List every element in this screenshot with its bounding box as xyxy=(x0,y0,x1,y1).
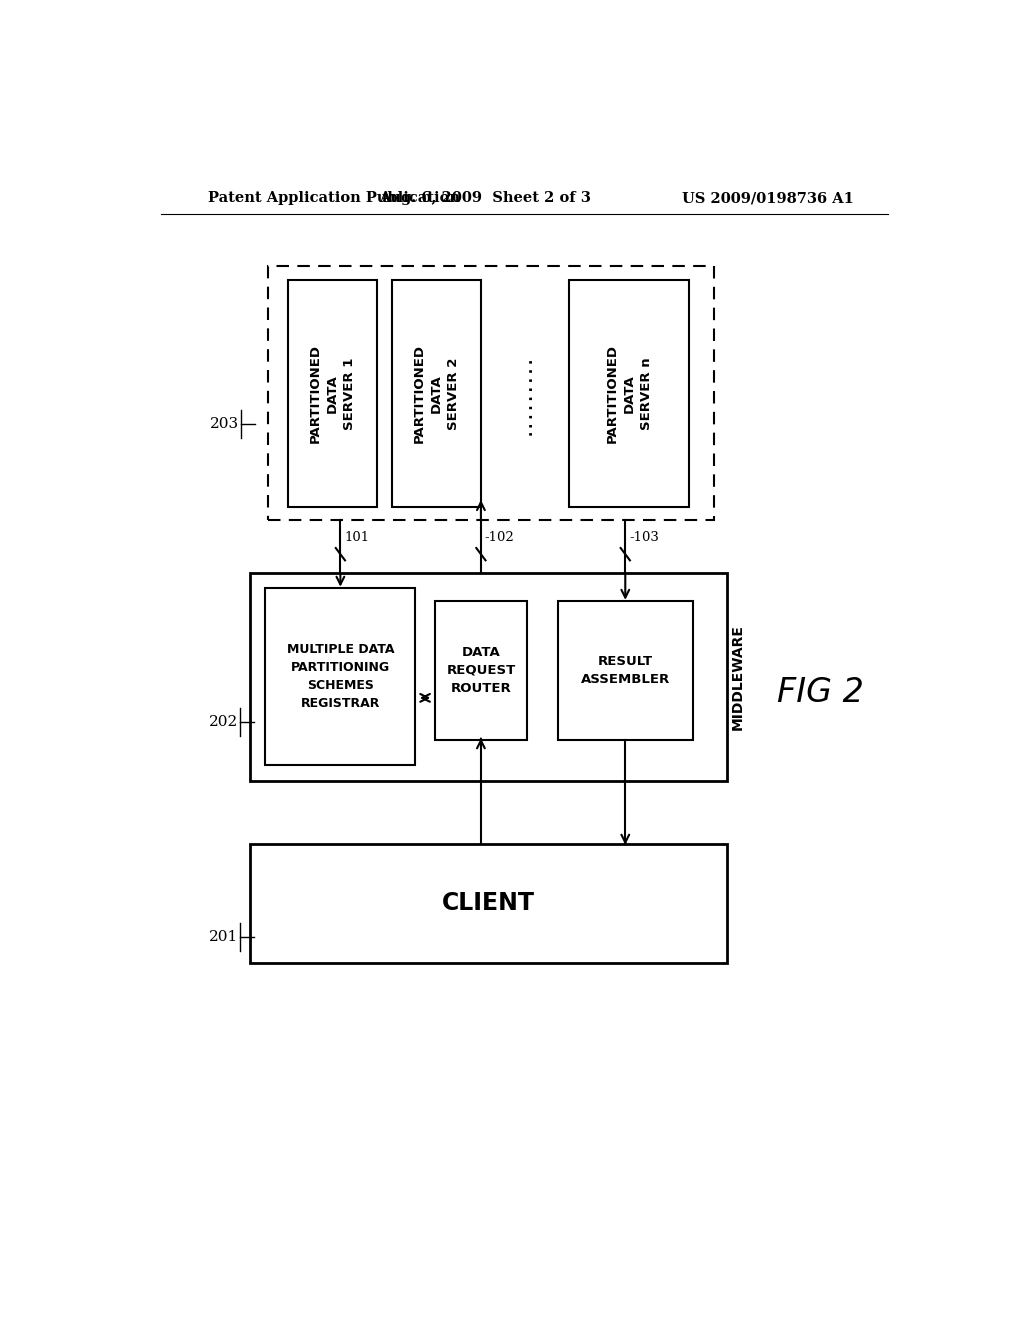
Text: 203: 203 xyxy=(210,417,240,430)
Text: -103: -103 xyxy=(629,531,659,544)
Text: .........: ......... xyxy=(518,352,532,434)
Bar xyxy=(435,601,527,739)
Text: CLIENT: CLIENT xyxy=(442,891,536,915)
Bar xyxy=(569,280,689,507)
Text: US 2009/0198736 A1: US 2009/0198736 A1 xyxy=(682,191,854,206)
Text: DATA
REQUEST
ROUTER: DATA REQUEST ROUTER xyxy=(446,645,515,694)
Text: PARTITIONED
DATA
SERVER 1: PARTITIONED DATA SERVER 1 xyxy=(309,345,356,444)
Bar xyxy=(558,601,692,739)
Text: 202: 202 xyxy=(209,715,239,730)
Bar xyxy=(267,267,714,520)
Bar xyxy=(392,280,481,507)
Bar xyxy=(289,280,377,507)
Bar xyxy=(250,573,727,780)
Text: MIDDLEWARE: MIDDLEWARE xyxy=(731,623,745,730)
Text: PARTITIONED
DATA
SERVER n: PARTITIONED DATA SERVER n xyxy=(605,345,652,444)
Text: RESULT
ASSEMBLER: RESULT ASSEMBLER xyxy=(581,655,670,686)
Text: 201: 201 xyxy=(209,929,239,944)
Bar xyxy=(265,589,416,766)
Text: MULTIPLE DATA
PARTITIONING
SCHEMES
REGISTRAR: MULTIPLE DATA PARTITIONING SCHEMES REGIS… xyxy=(287,643,394,710)
Bar xyxy=(250,843,727,964)
Text: Aug. 6, 2009  Sheet 2 of 3: Aug. 6, 2009 Sheet 2 of 3 xyxy=(379,191,591,206)
Text: 101: 101 xyxy=(344,531,370,544)
Text: FIG 2: FIG 2 xyxy=(777,676,864,709)
Text: PARTITIONED
DATA
SERVER 2: PARTITIONED DATA SERVER 2 xyxy=(413,345,460,444)
Text: -102: -102 xyxy=(484,531,514,544)
Text: Patent Application Publication: Patent Application Publication xyxy=(208,191,460,206)
